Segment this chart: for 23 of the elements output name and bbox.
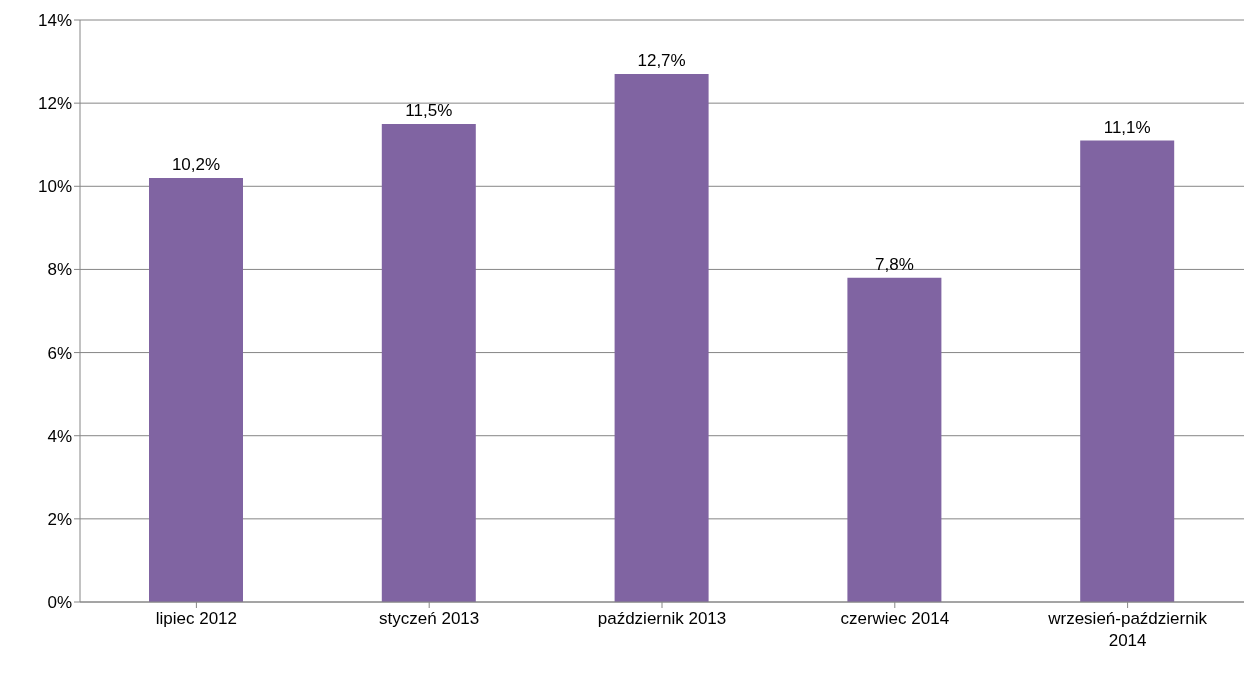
y-tick-label: 2% <box>47 509 72 529</box>
data-label: 7,8% <box>875 254 914 274</box>
y-tick-label: 12% <box>37 94 72 114</box>
x-tick-label: wrzesień-październik 2014 <box>1047 609 1208 650</box>
y-tick-label: 6% <box>47 343 72 363</box>
y-tick-label: 10% <box>37 177 72 197</box>
y-tick-label: 8% <box>47 260 72 280</box>
bar <box>847 277 942 602</box>
x-tick-label: październik 2013 <box>597 609 727 628</box>
x-tick-label: styczeń 2013 <box>379 609 480 628</box>
data-label: 11,1% <box>1103 117 1151 137</box>
bar <box>149 177 243 602</box>
bar <box>1080 140 1175 602</box>
x-tick-label: czerwiec 2014 <box>840 609 950 628</box>
bar <box>381 123 476 602</box>
y-tick-label: 4% <box>47 426 72 446</box>
bar <box>614 74 709 602</box>
data-label: 11,5% <box>405 100 453 120</box>
y-tick-label: 14% <box>37 11 72 31</box>
x-tick-label: lipiec 2012 <box>155 609 238 628</box>
data-label: 10,2% <box>171 154 221 174</box>
y-tick-label: 0% <box>47 593 72 613</box>
data-label: 12,7% <box>637 51 686 71</box>
